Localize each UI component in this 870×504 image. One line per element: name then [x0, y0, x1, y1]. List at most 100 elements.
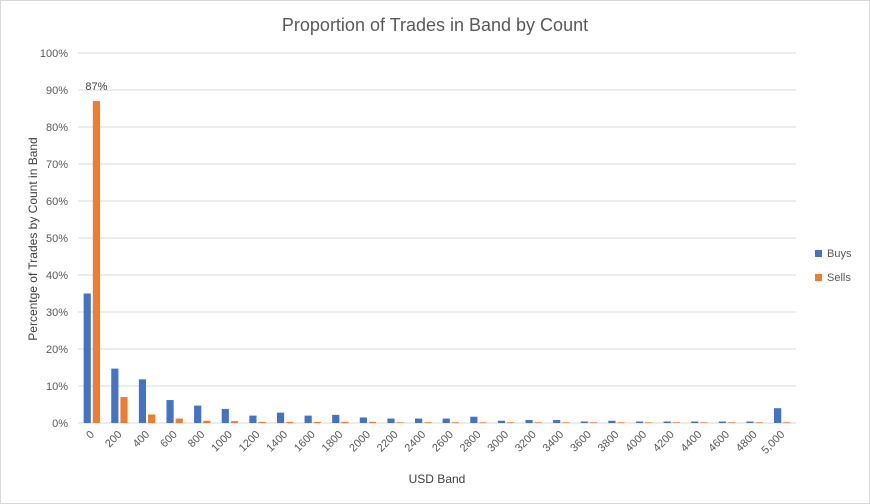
bar-sells-2400 [424, 422, 432, 423]
x-tick-label: 1600 [292, 429, 318, 455]
bar-sells-3400 [562, 422, 570, 423]
y-tick-label: 70% [46, 159, 68, 171]
bar-buys-4400 [691, 421, 699, 423]
chart-title: Proportion of Trades in Band by Count [282, 15, 588, 35]
y-tick-label: 20% [46, 344, 68, 356]
bar-sells-800 [203, 420, 211, 423]
bar-buys-2600 [442, 418, 450, 423]
bar-sells-3800 [617, 422, 625, 423]
bar-sells-1400 [286, 421, 294, 423]
bar-buys-3800 [608, 420, 616, 423]
bar-sells-3600 [589, 422, 598, 423]
y-tick-label: 30% [46, 307, 68, 319]
bar-buys-3400 [553, 420, 561, 423]
x-tick-label: 2000 [347, 429, 373, 455]
x-tick-label: 4400 [679, 429, 705, 455]
bar-sells-3000 [507, 422, 515, 423]
bar-buys-2800 [470, 416, 478, 423]
bar-sells-4800 [755, 422, 763, 423]
bar-sells-4200 [672, 422, 680, 423]
bars [83, 101, 791, 423]
x-tick-label: 1200 [237, 429, 263, 455]
bar-sells-2000 [368, 421, 377, 423]
x-tick-label: 3400 [541, 429, 567, 455]
legend: Buys Sells [815, 248, 852, 284]
bar-buys-400 [138, 379, 147, 423]
bar-sells-4000 [645, 422, 653, 423]
bar-buys-2200 [387, 418, 395, 423]
y-tick-label: 80% [46, 122, 68, 134]
x-tick-label: 4000 [623, 429, 649, 455]
y-tick-label: 50% [46, 233, 68, 245]
bar-buys-4800 [746, 421, 754, 423]
bar-buys-800 [194, 405, 202, 423]
bar-buys-200 [111, 368, 119, 423]
bar-sells-2800 [479, 422, 487, 423]
bar-sells-2600 [451, 422, 459, 423]
bar-sells-1600 [313, 421, 321, 423]
bar-sells-1000 [230, 421, 239, 423]
bar-buys-1800 [332, 414, 340, 423]
gridlines [78, 52, 796, 424]
bar-buys-4000 [635, 421, 644, 423]
x-tick-label: 2600 [430, 429, 456, 455]
bar-buys-0 [83, 293, 91, 423]
y-tick-label: 90% [46, 85, 68, 97]
bar-buys-3600 [580, 421, 588, 423]
bar-buys-600 [166, 400, 174, 423]
y-tick-label: 40% [46, 270, 68, 282]
bar-buys-3000 [497, 420, 506, 423]
y-axis-title: Percentge of Trades by Count in Band [26, 137, 40, 340]
bar-buys-3200 [525, 420, 533, 423]
bar-buys-4200 [663, 421, 671, 423]
bar-sells-400 [148, 414, 156, 423]
x-tick-label: 2800 [458, 429, 484, 455]
bar-sells-200 [120, 397, 128, 423]
bar-buys-2400 [415, 418, 423, 423]
legend-label-sells: Sells [827, 272, 851, 284]
x-tick-label: 1800 [320, 429, 346, 455]
y-tick-label: 100% [40, 48, 68, 60]
x-tick-label: 400 [131, 429, 152, 450]
bar-buys-1000 [221, 408, 229, 423]
x-tick-label: 3000 [485, 429, 511, 455]
x-tick-label: 2200 [375, 429, 401, 455]
legend-label-buys: Buys [827, 248, 852, 260]
x-tick-label: 3800 [596, 429, 622, 455]
data-labels: 87% [85, 81, 107, 93]
bar-buys-5,000 [774, 408, 782, 423]
x-tick-label: 4600 [706, 429, 732, 455]
bar-sells-1200 [258, 421, 266, 423]
x-tick-label: 1000 [209, 429, 235, 455]
x-tick-label: 600 [158, 429, 179, 450]
bar-buys-4600 [718, 421, 726, 423]
x-tick-label: 200 [103, 429, 124, 450]
legend-swatch-buys [815, 250, 822, 257]
bar-sells-2200 [396, 422, 404, 423]
x-axis-title: USD Band [409, 472, 466, 486]
data-label: 87% [85, 81, 107, 93]
x-tick-label: 800 [186, 429, 207, 450]
x-tick-label: 3600 [568, 429, 594, 455]
y-tick-label: 0% [52, 418, 68, 430]
x-tick-label: 2400 [403, 429, 429, 455]
x-tick-label: 5,000 [759, 429, 787, 457]
x-axis-ticks: 0 200 400 600 800 1000 1200 1400 1600 1800 2000 220… [84, 429, 787, 457]
bar-sells-5,000 [783, 422, 791, 423]
bar-buys-1600 [304, 415, 312, 423]
y-tick-label: 60% [46, 196, 68, 208]
bar-sells-4600 [727, 422, 736, 423]
bar-sells-600 [175, 418, 183, 423]
bar-sells-4400 [700, 422, 708, 423]
bar-sells-1800 [341, 421, 349, 423]
legend-swatch-sells [815, 274, 822, 281]
x-tick-label: 4200 [651, 429, 677, 455]
y-axis-ticks: 0% 10% 20% 30% 40% 50% 60% 70% 80% 90% 100% [40, 48, 68, 430]
bar-sells-0 [92, 101, 100, 423]
x-tick-label: 1400 [264, 429, 290, 455]
bar-sells-3200 [534, 422, 542, 423]
x-tick-label: 4800 [734, 429, 760, 455]
bar-buys-1200 [249, 415, 257, 423]
